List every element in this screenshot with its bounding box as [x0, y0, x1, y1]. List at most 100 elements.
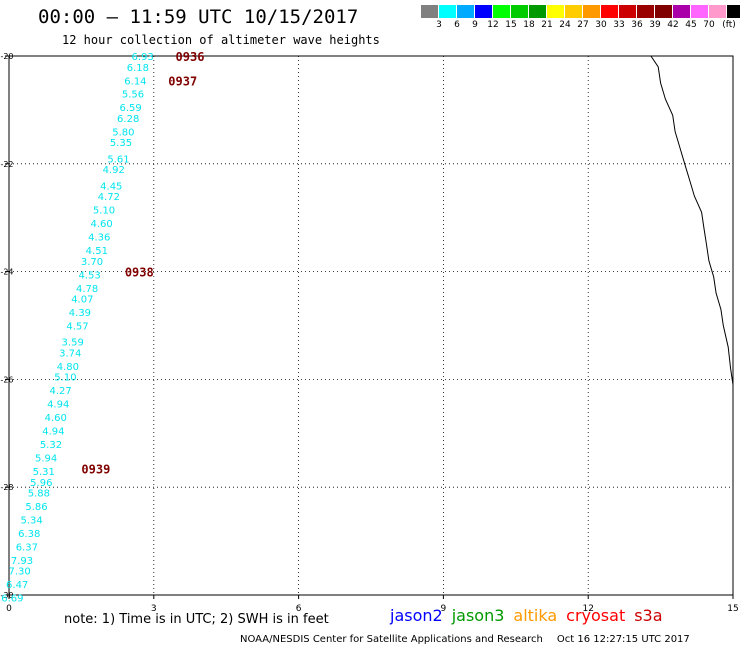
color-legend: 3 6 9 12 15 18 21 24 27 30 33 36 39 42 45 70 (ft): [421, 5, 740, 32]
y-tick-label: -30: [0, 591, 13, 600]
pass-time-label: 0937: [168, 74, 197, 88]
wave-height-value: 4.27: [49, 386, 71, 397]
wave-height-value: 5.35: [110, 138, 132, 149]
footnote: note: 1) Time is in UTC; 2) SWH is in fe…: [64, 612, 329, 627]
wave-height-value: 5.10: [93, 206, 115, 217]
legend-swatch: [475, 5, 493, 18]
legend-label: 36: [631, 20, 643, 30]
legend-label: 3: [436, 20, 442, 30]
map-frame: [8, 55, 734, 596]
wave-height-value: 5.10: [54, 373, 76, 384]
wave-height-value: 4.94: [42, 427, 64, 438]
credit-text: NOAA/NESDIS Center for Satellite Applica…: [240, 634, 543, 645]
y-tick-label: -22: [0, 160, 13, 169]
wave-height-value: 5.32: [40, 440, 62, 451]
legend-label: 39: [649, 20, 661, 30]
wave-height-value: 6.59: [119, 103, 141, 114]
legend-label: 30: [595, 20, 607, 30]
legend-label: 24: [559, 20, 571, 30]
wave-height-value: 6.38: [18, 529, 40, 540]
wave-height-value: 6.14: [124, 76, 146, 87]
wave-height-value: 6.28: [117, 114, 139, 125]
wave-height-value: 6.93: [132, 52, 154, 63]
pass-time-label: 0938: [125, 266, 154, 280]
page-title: 00:00 – 11:59 UTC 10/15/2017: [38, 6, 359, 28]
wave-height-value: 7.93: [11, 556, 33, 567]
wave-height-value: 3.74: [59, 348, 81, 359]
legend-label: 27: [577, 20, 589, 30]
legend-label: 6: [454, 20, 460, 30]
wave-height-value: 5.96: [30, 478, 52, 489]
wave-height-value: 3.59: [62, 338, 84, 349]
wave-height-value: 5.31: [33, 467, 55, 478]
wave-height-value: 5.56: [122, 90, 144, 101]
wave-height-value: 4.57: [66, 322, 88, 333]
wave-height-value: 5.61: [107, 154, 129, 165]
satellite-legend: jason2 jason3 altika cryosat s3a: [390, 606, 672, 625]
y-tick-label: -20: [0, 52, 13, 61]
legend-swatch: [421, 5, 439, 18]
legend-label: 33: [613, 20, 625, 30]
wave-height-value: 6.69: [1, 594, 23, 605]
legend-swatch: [511, 5, 529, 18]
wave-height-value: 4.39: [69, 308, 91, 319]
wave-height-value: 4.72: [98, 192, 120, 203]
wave-height-value: 4.07: [71, 295, 93, 306]
wave-height-value: 4.51: [86, 246, 108, 257]
x-tick-label: 3: [151, 604, 157, 614]
y-tick-label: -26: [0, 375, 13, 384]
wave-height-value: 6.37: [16, 542, 38, 553]
legend-labels: 3 6 9 12 15 18 21 24 27 30 33 36 39 42 45 70 (ft): [421, 18, 740, 32]
timestamp: Oct 16 12:27:15 UTC 2017: [556, 634, 690, 645]
legend-swatch: [547, 5, 565, 18]
wave-height-value: 4.36: [88, 233, 110, 244]
coastline: [650, 55, 734, 385]
wave-height-value: 5.86: [25, 502, 47, 513]
wave-height-value: 5.88: [28, 489, 50, 500]
legend-label: 15: [505, 20, 517, 30]
legend-swatch: [457, 5, 475, 18]
wave-height-value: 4.45: [100, 181, 122, 192]
satellite-jason3: jason3: [451, 606, 505, 625]
legend-label: 12: [487, 20, 499, 30]
wave-height-value: 5.34: [21, 516, 43, 527]
legend-swatch: [619, 5, 637, 18]
legend-swatch: [529, 5, 547, 18]
wave-height-value: 6.47: [6, 580, 28, 591]
legend-swatches: [421, 5, 740, 18]
legend-swatch: [691, 5, 709, 18]
legend-swatch: [637, 5, 655, 18]
wave-height-value: 4.80: [57, 362, 79, 373]
x-tick-label: 12: [582, 604, 593, 614]
legend-label: 18: [523, 20, 535, 30]
satellite-cryosat: cryosat: [566, 606, 626, 625]
wave-height-value: 4.94: [47, 400, 69, 411]
legend-swatch: [583, 5, 601, 18]
wave-height-value: 4.78: [76, 284, 98, 295]
y-tick-label: -28: [0, 483, 13, 492]
legend-label: 70: [703, 20, 715, 30]
x-tick-label: 6: [296, 604, 302, 614]
x-tick-label: 9: [441, 604, 447, 614]
wave-height-value: 4.53: [78, 270, 100, 281]
legend-swatch: [727, 5, 740, 18]
x-tick-label: 0: [6, 604, 12, 614]
legend-swatch: [709, 5, 727, 18]
satellite-altika: altika: [513, 606, 558, 625]
satellite-s3a: s3a: [634, 606, 663, 625]
legend-label: 45: [685, 20, 697, 30]
legend-swatch: [439, 5, 457, 18]
legend-swatch: [493, 5, 511, 18]
legend-swatch: [601, 5, 619, 18]
credit-line: NOAA/NESDIS Center for Satellite Applica…: [240, 634, 690, 645]
wave-height-value: 4.60: [91, 219, 113, 230]
page-subtitle: 12 hour collection of altimeter wave hei…: [62, 33, 380, 47]
legend-label: 21: [541, 20, 553, 30]
legend-unit: (ft): [722, 20, 736, 30]
wave-height-value: 3.70: [81, 257, 103, 268]
wave-height-value: 7.30: [8, 567, 30, 578]
wave-height-value: 6.18: [127, 63, 149, 74]
y-tick-label: -24: [0, 268, 13, 277]
legend-swatch: [565, 5, 583, 18]
